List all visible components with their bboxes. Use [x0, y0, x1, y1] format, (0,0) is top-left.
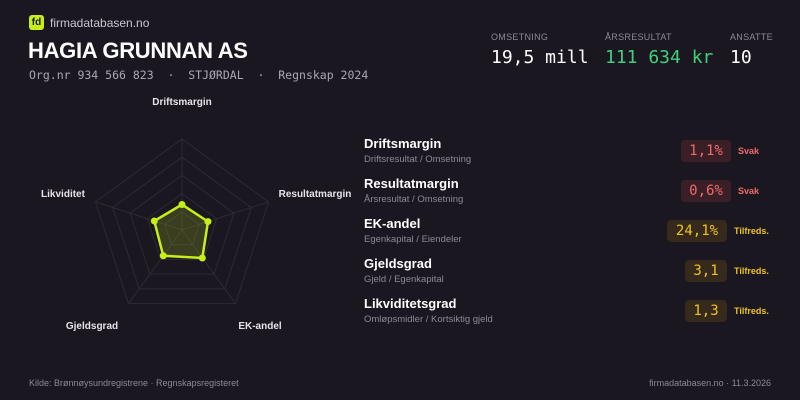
radar-spoke [95, 201, 183, 231]
kpi-ansatte: ANSATTE 10 [730, 32, 773, 68]
radar-chart: Driftsmargin Resultatmargin EK-andel Gjelds… [41, 97, 352, 332]
metric-row: Likviditetsgrad Omløpsmidler / Kortsikti… [364, 296, 784, 336]
logo: fd [29, 15, 44, 30]
metric-name: Driftsmargin [364, 136, 442, 151]
metric-status: Svak [738, 146, 760, 156]
kpi-label: ÅRSRESULTAT [605, 32, 672, 42]
radar-point [198, 254, 206, 262]
metric-row: Gjeldsgrad Gjeld / Egenkapital 3,1 Tilfr… [364, 256, 784, 296]
footer-right: firmadatabasen.no · 11.3.2026 [649, 378, 771, 388]
metric-name: Likviditetsgrad [364, 296, 457, 311]
metric-value: 0,6% [681, 180, 731, 202]
metric-formula: Egenkapital / Eiendeler [364, 234, 462, 245]
metric-status: Tilfreds. [734, 226, 769, 236]
radar-axis-label: Resultatmargin [279, 189, 352, 200]
company-name: HAGIA GRUNNAN AS [28, 38, 248, 63]
radar-ring [164, 211, 200, 246]
kpi-label: OMSETNING [491, 32, 549, 42]
brand: fd firmadatabasen.no [29, 15, 149, 30]
metric-formula: Omløpsmidler / Kortsiktig gjeld [364, 314, 493, 325]
metric-name: EK-andel [364, 216, 421, 231]
radar-ring [146, 192, 218, 260]
kpi-value: 111 634 kr [605, 47, 714, 68]
radar-point [204, 218, 212, 226]
radar-axis-label: EK-andel [238, 321, 282, 332]
kpi-arsresultat: ÅRSRESULTAT 111 634 kr [605, 32, 713, 68]
metric-row: Resultatmargin Årsresultat / Omsetning 0… [364, 176, 784, 216]
radar-ring [94, 138, 270, 305]
metric-formula: Gjeld / Egenkapital [364, 274, 444, 285]
radar-spoke [181, 201, 269, 231]
metric-row: EK-andel Egenkapital / Eiendeler 24,1% T… [364, 216, 784, 256]
metric-formula: Årsresultat / Omsetning [364, 194, 464, 205]
kpi-value: 19,5 mill [491, 47, 589, 68]
metric-value: 1,3 [685, 300, 727, 322]
radar-spoke [128, 229, 183, 304]
metric-row: Driftsmargin Driftsresultat / Omsetning … [364, 136, 784, 176]
kpi-value: 10 [730, 47, 752, 68]
radar-ring [129, 174, 235, 275]
radar-spoke [181, 229, 236, 304]
radar-ring [112, 156, 252, 290]
metric-formula: Driftsresultat / Omsetning [364, 154, 472, 165]
radar-point [150, 217, 158, 225]
metric-status: Svak [738, 186, 760, 196]
metric-value: 3,1 [685, 260, 727, 282]
radar-axis-label: Likviditet [41, 189, 86, 200]
radar-point [178, 201, 186, 209]
company-subtitle: Org.nr 934 566 823 · STJØRDAL · Regnskap… [29, 68, 369, 82]
metric-status: Tilfreds. [734, 266, 769, 276]
radar-axis-label: Driftsmargin [152, 97, 211, 108]
radar-area [152, 203, 210, 260]
kpi-omsetning: OMSETNING 19,5 mill [491, 32, 589, 68]
radar-axis-label: Gjeldsgrad [66, 321, 118, 332]
metric-value: 1,1% [681, 140, 731, 162]
site-name: firmadatabasen.no [50, 15, 150, 30]
metric-status: Tilfreds. [734, 306, 769, 316]
footer-source: Kilde: Brønnøysundregistrene · Regnskaps… [29, 378, 239, 388]
metric-value: 24,1% [667, 220, 727, 242]
metric-name: Gjeldsgrad [364, 256, 432, 271]
radar-point [159, 252, 167, 260]
kpi-label: ANSATTE [730, 32, 773, 42]
metric-name: Resultatmargin [364, 176, 459, 191]
